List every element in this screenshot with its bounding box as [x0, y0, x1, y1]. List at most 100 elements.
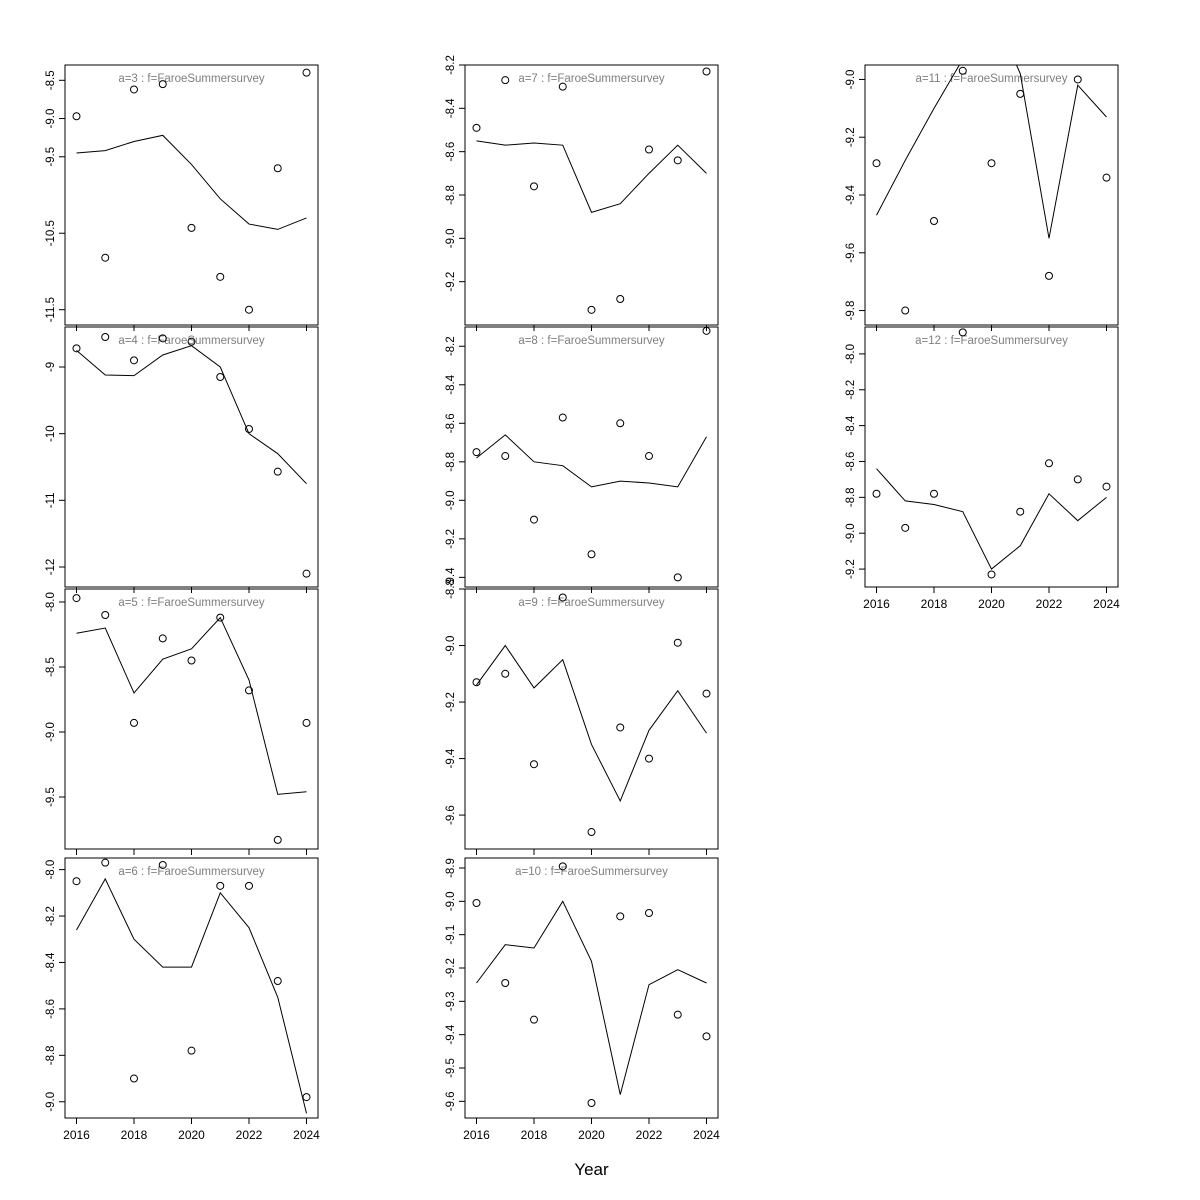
panel-a10: a=10 : f=FaroeSummersurvey -8.9 -9.0 -9.1 -9…	[445, 857, 720, 1142]
panel-a9: a=9 : f=FaroeSummersurvey -8.8 -9.0 -9.2 -9.…	[445, 579, 719, 855]
observed-point-a11	[1073, 75, 1082, 84]
observed-point-a11	[901, 306, 910, 315]
observed-point-a7	[501, 76, 510, 85]
y-tick-label-a4: -12	[45, 559, 57, 576]
y-tick-label-a11: -9.8	[845, 301, 857, 321]
observed-point-a11	[958, 66, 967, 75]
x-tick-label-a12: 2022	[1036, 597, 1063, 611]
y-tick-label-a5: -9.5	[45, 787, 57, 807]
y-tick-label-a3: -11.5	[45, 297, 57, 322]
observed-point-a5	[216, 613, 225, 622]
observed-point-a9	[702, 689, 711, 698]
y-tick-label-a10: -8.9	[445, 858, 457, 878]
observed-point-a10	[472, 899, 481, 907]
y-tick-label-a9: -8.8	[445, 579, 457, 599]
x-tick-label-a6: 2018	[121, 1128, 148, 1142]
observed-point-a10	[645, 909, 653, 917]
observed-point-a9	[645, 754, 653, 763]
observed-point-a7	[673, 156, 682, 165]
y-tick-label-a8: -9.0	[445, 490, 457, 510]
panel-border-a7	[464, 64, 719, 326]
observed-point-a12	[1016, 507, 1025, 516]
observed-point-a12	[987, 570, 996, 579]
observed-point-a8	[530, 515, 538, 524]
y-tick-label-a12: -8.4	[845, 415, 857, 435]
panel-title-a11: a=11 : f=FaroeSummersurvey	[916, 73, 1068, 85]
fitted-line-a11	[876, 65, 1107, 239]
y-tick-label-a12: -9.0	[845, 523, 857, 543]
observed-point-a8	[702, 326, 711, 335]
observed-point-a12	[958, 328, 967, 337]
observed-point-a5	[130, 718, 138, 727]
observed-point-a5	[302, 718, 311, 727]
y-tick-label-a11: -9.6	[845, 243, 857, 263]
y-tick-label-a8: -8.2	[445, 336, 457, 356]
observed-point-a7	[587, 305, 596, 314]
observed-point-a10	[587, 1099, 596, 1107]
y-tick-label-a12: -8.0	[845, 344, 857, 364]
observed-point-a8	[587, 550, 596, 559]
panel-border-a10	[464, 857, 719, 1119]
observed-point-a8	[673, 573, 682, 582]
y-tick-label-a8: -8.8	[445, 452, 457, 472]
observed-point-a3	[101, 253, 110, 262]
observed-point-a11	[1016, 89, 1025, 98]
y-tick-label-a8: -9.4	[445, 567, 457, 587]
y-tick-label-a8: -8.4	[445, 374, 457, 394]
x-tick-label-a6: 2022	[236, 1128, 263, 1142]
observed-point-a5	[245, 686, 253, 695]
y-tick-label-a8: -8.6	[445, 413, 457, 433]
panel-title-a4: a=4 : f=FaroeSummersurvey	[118, 335, 265, 347]
observed-point-a5	[187, 656, 196, 665]
observed-point-a3	[302, 68, 311, 77]
observed-point-a10	[673, 1010, 682, 1019]
observed-point-a10	[616, 912, 625, 921]
observed-point-a9	[616, 723, 625, 732]
observed-point-a8	[472, 448, 481, 457]
observed-point-a7	[645, 145, 653, 154]
panel-border-a8	[464, 326, 719, 588]
x-tick-label-a10: 2024	[693, 1128, 720, 1142]
y-tick-label-a7: -8.8	[445, 185, 457, 205]
panel-border-a9	[464, 588, 719, 850]
panel-title-a9: a=9 : f=FaroeSummersurvey	[518, 597, 665, 609]
y-tick-label-a4: -9	[45, 362, 57, 372]
fitted-line-a7	[476, 140, 707, 213]
observed-point-a6	[130, 1074, 138, 1083]
observed-point-a5	[72, 594, 81, 603]
y-tick-label-a7: -9.0	[445, 228, 457, 248]
panel-title-a8: a=8 : f=FaroeSummersurvey	[518, 335, 665, 347]
y-tick-label-a11: -9.0	[845, 70, 857, 90]
panel-a8: a=8 : f=FaroeSummersurvey -8.2 -8.4 -8.6 -8.…	[445, 326, 719, 593]
observed-point-a7	[558, 82, 567, 91]
observed-point-a9	[558, 593, 567, 602]
observed-point-a3	[216, 272, 225, 281]
fitted-line-a4	[76, 345, 307, 485]
panel-a3: a=3 : f=FaroeSummersurvey -8.5 -9.0 -9.5 -10…	[45, 64, 319, 331]
observed-point-a6	[187, 1046, 196, 1055]
x-tick-label-a10: 2016	[463, 1128, 490, 1142]
y-tick-label-a7: -8.2	[445, 55, 457, 75]
observed-point-a8	[501, 452, 510, 461]
observed-point-a11	[1102, 173, 1111, 182]
observed-point-a8	[616, 419, 625, 428]
observed-point-a12	[1073, 475, 1082, 484]
x-tick-label-a12: 2020	[978, 597, 1005, 611]
observed-point-a11	[872, 159, 881, 168]
observed-point-a4	[101, 333, 110, 341]
y-tick-label-a9: -9.4	[445, 748, 457, 768]
y-tick-label-a10: -9.5	[445, 1058, 457, 1078]
x-tick-label-a10: 2018	[521, 1128, 548, 1142]
observed-point-a7	[616, 295, 625, 303]
x-tick-label-a6: 2016	[63, 1128, 90, 1142]
panel-border-a3	[64, 64, 319, 326]
observed-point-a5	[101, 611, 110, 619]
panel-title-a10: a=10 : f=FaroeSummersurvey	[515, 866, 668, 878]
x-tick-label-a12: 2016	[863, 597, 890, 611]
observed-point-a7	[702, 67, 711, 76]
fitted-line-a3	[76, 134, 307, 230]
panel-a5: a=5 : f=FaroeSummersurvey -8.0 -8.5 -9.0 -9.…	[45, 588, 319, 855]
y-tick-label-a11: -9.2	[845, 127, 857, 147]
y-tick-label-a7: -8.6	[445, 142, 457, 162]
